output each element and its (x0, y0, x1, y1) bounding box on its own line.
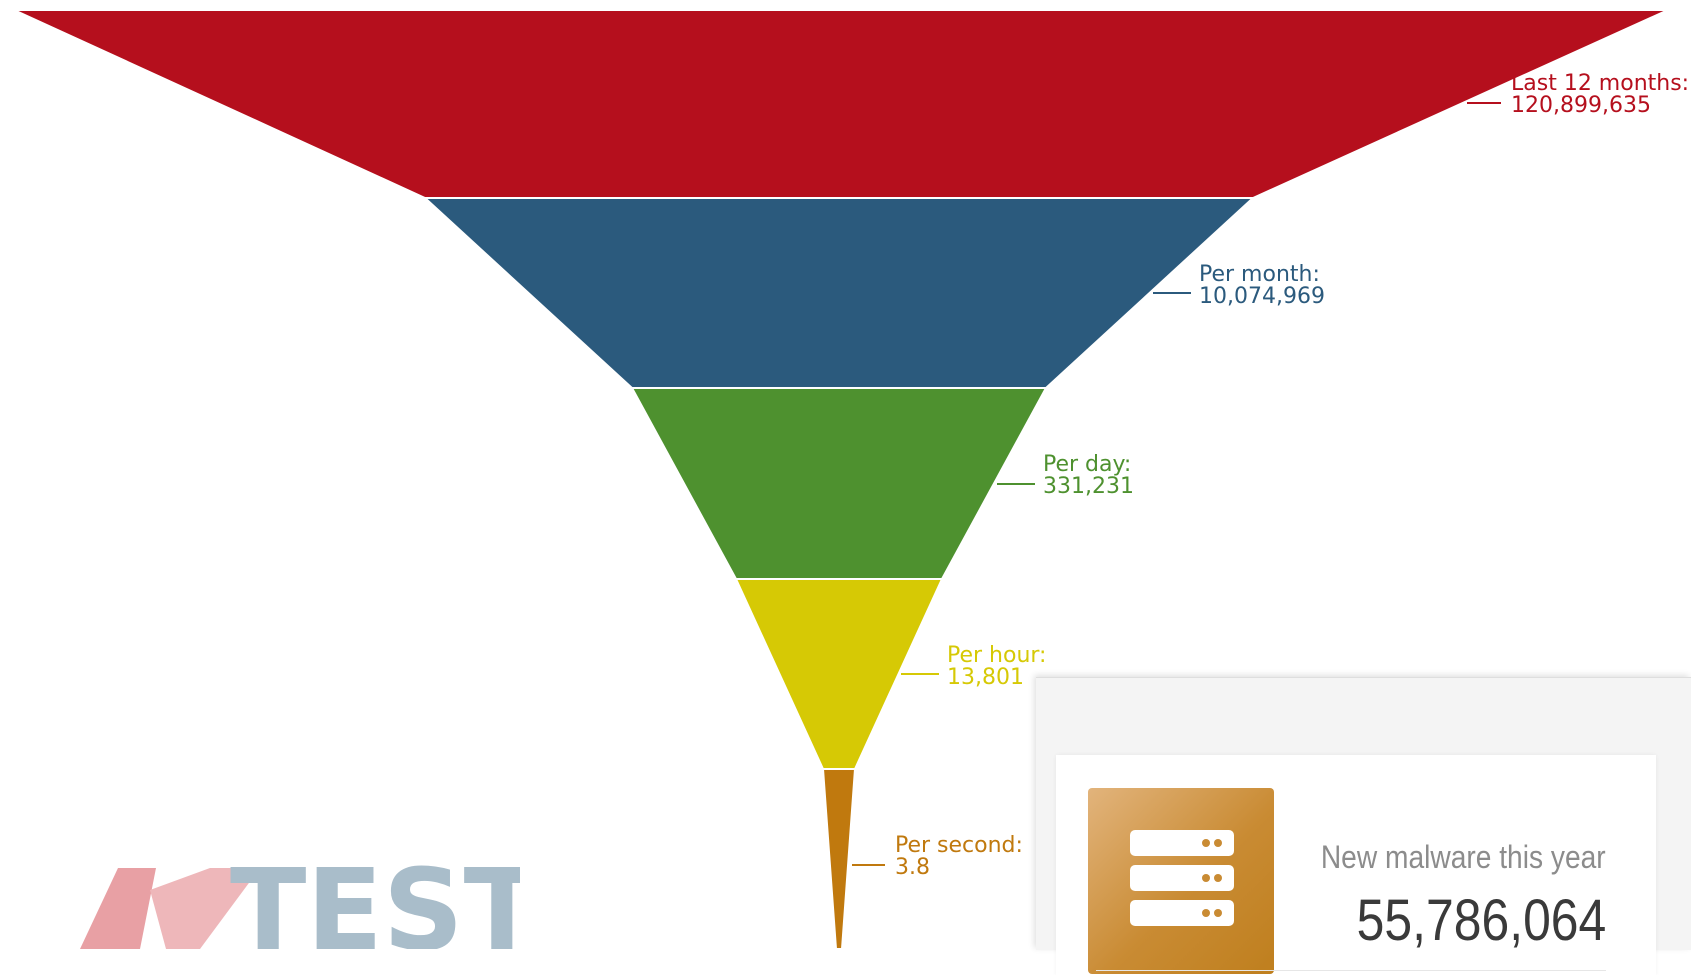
funnel-value-3: 13,801 (947, 665, 1024, 690)
stats-card-title: New malware this year (1321, 839, 1606, 875)
server-slot (1130, 865, 1234, 891)
funnel-segment-0 (13, 9, 1669, 199)
server-icon (1130, 830, 1234, 926)
stats-card: New malware this year 55,786,064 (1056, 755, 1656, 975)
av-test-logo: TEST (80, 846, 540, 975)
logo-test-wordmark: TEST (230, 846, 540, 975)
stats-card-value: 55,786,064 (1356, 888, 1606, 953)
server-icon-badge (1088, 788, 1274, 974)
funnel-segment-4 (821, 768, 857, 949)
funnel-label-1: Per month: (1199, 262, 1320, 287)
funnel-segment-2 (630, 387, 1048, 580)
logo-av-mark (80, 868, 260, 949)
funnel-value-1: 10,074,969 (1199, 284, 1325, 309)
stats-card-panel: New malware this year 55,786,064 (1036, 677, 1691, 975)
funnel-label-3: Per hour: (947, 643, 1046, 668)
stats-card-divider (1096, 970, 1606, 971)
funnel-label-0: Last 12 months: (1511, 71, 1689, 96)
server-slot (1130, 830, 1234, 856)
funnel-segment-1 (422, 197, 1256, 389)
funnel-label-4: Per second: (895, 833, 1023, 858)
funnel-value-2: 331,231 (1043, 474, 1134, 499)
funnel-chart: Last 12 months:120,899,635 Per month:10,0… (13, 9, 1689, 949)
funnel-label-2: Per day: (1043, 452, 1131, 477)
server-slot (1130, 900, 1234, 926)
funnel-value-4: 3.8 (895, 855, 930, 880)
svg-text:TEST: TEST (230, 860, 520, 949)
funnel-value-0: 120,899,635 (1511, 93, 1651, 118)
